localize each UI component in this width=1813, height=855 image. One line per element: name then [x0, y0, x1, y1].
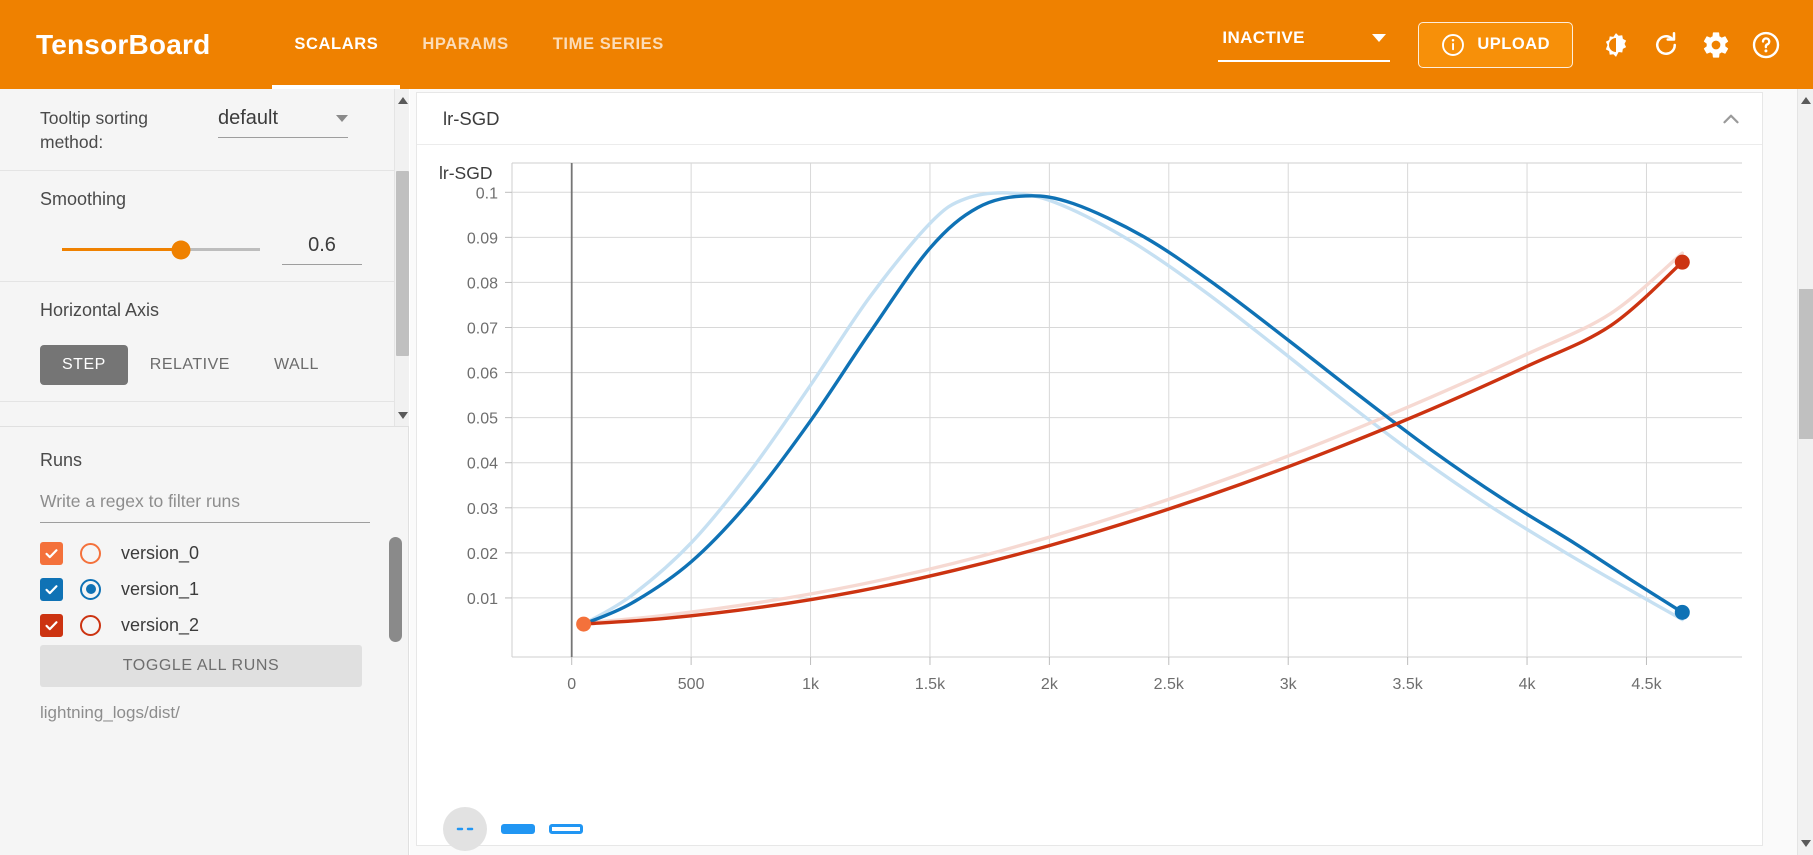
- settings-scrollbar[interactable]: [394, 89, 409, 426]
- svg-text:0.03: 0.03: [467, 501, 498, 518]
- upload-button-label: UPLOAD: [1477, 35, 1550, 53]
- run-label: version_2: [121, 614, 200, 635]
- chevron-down-icon: [336, 115, 348, 122]
- run-item-version-2[interactable]: version_2: [40, 607, 380, 643]
- nav-tabs: SCALARS HPARAMS TIME SERIES: [272, 0, 685, 89]
- run-item-version-0[interactable]: version_0: [40, 535, 380, 571]
- svg-text:0.07: 0.07: [467, 321, 498, 338]
- horizontal-axis-label: Horizontal Axis: [40, 300, 160, 321]
- svg-text:2k: 2k: [1041, 676, 1059, 693]
- scalar-card-title: lr-SGD: [443, 107, 500, 129]
- smoothing-label: Smoothing: [40, 189, 127, 210]
- checkbox-icon[interactable]: [40, 613, 63, 637]
- smoothing-slider[interactable]: [62, 240, 260, 260]
- tab-time-series[interactable]: TIME SERIES: [552, 35, 664, 53]
- svg-text:0.08: 0.08: [467, 275, 498, 292]
- chevron-down-icon: [1372, 33, 1387, 42]
- svg-text:0.04: 0.04: [467, 456, 498, 473]
- main-scrollbar-thumb[interactable]: [1799, 289, 1813, 439]
- scroll-down-arrow-icon[interactable]: [1801, 840, 1811, 847]
- svg-text:0.09: 0.09: [467, 230, 498, 247]
- run-label: version_1: [121, 578, 200, 599]
- svg-text:0.05: 0.05: [467, 411, 498, 428]
- chart-expand-icon[interactable]: [443, 807, 487, 851]
- horizontal-axis-section: Horizontal Axis STEP RELATIVE WALL: [0, 282, 409, 403]
- tab-hparams[interactable]: HPARAMS: [422, 35, 509, 53]
- scroll-up-arrow-icon[interactable]: [398, 97, 408, 104]
- help-icon[interactable]: [1741, 20, 1791, 70]
- brightness-icon[interactable]: [1591, 20, 1641, 70]
- scalar-card-header: lr-SGD: [417, 93, 1762, 145]
- settings-scrollbar-thumb[interactable]: [396, 171, 409, 356]
- tab-scalars[interactable]: SCALARS: [272, 0, 401, 89]
- tooltip-sorting-section: Tooltip sorting method: default: [0, 89, 409, 172]
- tooltip-sorting-value: default: [218, 107, 279, 129]
- scroll-up-arrow-icon[interactable]: [1801, 97, 1811, 104]
- svg-text:3.5k: 3.5k: [1393, 676, 1424, 693]
- smoothing-value-input[interactable]: 0.6: [282, 234, 362, 266]
- chevron-up-icon[interactable]: [1718, 106, 1744, 132]
- upload-button[interactable]: UPLOAD: [1418, 21, 1573, 68]
- app-brand: TensorBoard: [36, 28, 211, 60]
- main-content: lr-SGD lr-SGD 0.01 0.02 0.03 0.04 0.05 0.06 0.…: [410, 89, 1798, 855]
- radio-icon[interactable]: [80, 578, 101, 600]
- svg-text:0.01: 0.01: [467, 591, 498, 608]
- runs-filter-input[interactable]: [40, 491, 370, 523]
- svg-text:0.06: 0.06: [467, 366, 498, 383]
- chart-series-label: lr-SGD: [439, 163, 493, 183]
- axis-option-relative[interactable]: RELATIVE: [149, 356, 230, 374]
- chart-toolbar: [417, 807, 1762, 851]
- left-sidebar: Tooltip sorting method: default Smoothin…: [0, 89, 409, 855]
- checkbox-icon[interactable]: [40, 577, 63, 601]
- smoothing-section: Smoothing 0.6: [0, 171, 409, 283]
- runs-list: version_0 version_1 versio: [40, 535, 402, 643]
- svg-text:1k: 1k: [802, 676, 820, 693]
- scroll-down-arrow-icon[interactable]: [398, 412, 408, 419]
- svg-text:0.1: 0.1: [476, 185, 498, 202]
- scalar-card: lr-SGD lr-SGD 0.01 0.02 0.03 0.04 0.05 0.06 0.…: [416, 92, 1763, 851]
- tooltip-sorting-label: Tooltip sorting method:: [40, 108, 148, 152]
- header-actions: INACTIVE UPLOAD: [1218, 20, 1813, 70]
- gear-icon[interactable]: [1691, 20, 1741, 70]
- smoothing-slider-knob[interactable]: [171, 240, 191, 260]
- radio-icon[interactable]: [80, 542, 101, 564]
- smoothing-slider-fill: [62, 248, 181, 252]
- tooltip-sorting-dropdown[interactable]: default: [218, 107, 348, 138]
- main-scrollbar[interactable]: [1797, 89, 1813, 855]
- runs-panel: Runs version_0 versi: [0, 428, 409, 855]
- chart-toolbar-button-2[interactable]: [549, 824, 583, 834]
- toggle-all-runs-button[interactable]: TOGGLE ALL RUNS: [40, 645, 362, 687]
- svg-text:2.5k: 2.5k: [1154, 676, 1185, 693]
- run-label: version_0: [121, 542, 200, 563]
- info-icon: [1441, 33, 1465, 57]
- svg-text:1.5k: 1.5k: [915, 676, 946, 693]
- logdir-path: lightning_logs/dist/: [40, 703, 180, 722]
- radio-dot: [85, 584, 96, 594]
- runs-list-scrollbar-thumb[interactable]: [389, 537, 402, 642]
- axis-option-wall[interactable]: WALL: [273, 356, 319, 374]
- run-status-value: INACTIVE: [1222, 27, 1305, 47]
- app-header: TensorBoard SCALARS HPARAMS TIME SERIES …: [0, 0, 1813, 89]
- svg-text:3k: 3k: [1280, 676, 1298, 693]
- line-chart[interactable]: 0.01 0.02 0.03 0.04 0.05 0.06 0.07 0.08 0.09 0.1 0…: [417, 145, 1762, 805]
- settings-panel: Tooltip sorting method: default Smoothin…: [0, 89, 409, 427]
- svg-text:0: 0: [567, 676, 576, 693]
- chart-area: lr-SGD 0.01 0.02 0.03 0.04 0.05 0.06 0.07 0.08 0…: [417, 145, 1762, 851]
- runs-title: Runs: [40, 450, 83, 470]
- axis-option-step[interactable]: STEP: [40, 345, 128, 386]
- svg-text:4.5k: 4.5k: [1631, 676, 1662, 693]
- run-item-version-1[interactable]: version_1: [40, 571, 380, 607]
- run-status-dropdown[interactable]: INACTIVE: [1218, 27, 1391, 62]
- svg-text:500: 500: [678, 676, 705, 693]
- reload-icon[interactable]: [1641, 20, 1691, 70]
- radio-icon[interactable]: [80, 614, 101, 636]
- svg-text:0.02: 0.02: [467, 546, 498, 563]
- svg-text:4k: 4k: [1519, 676, 1537, 693]
- checkbox-icon[interactable]: [40, 541, 63, 565]
- chart-toolbar-button-1[interactable]: [501, 824, 535, 834]
